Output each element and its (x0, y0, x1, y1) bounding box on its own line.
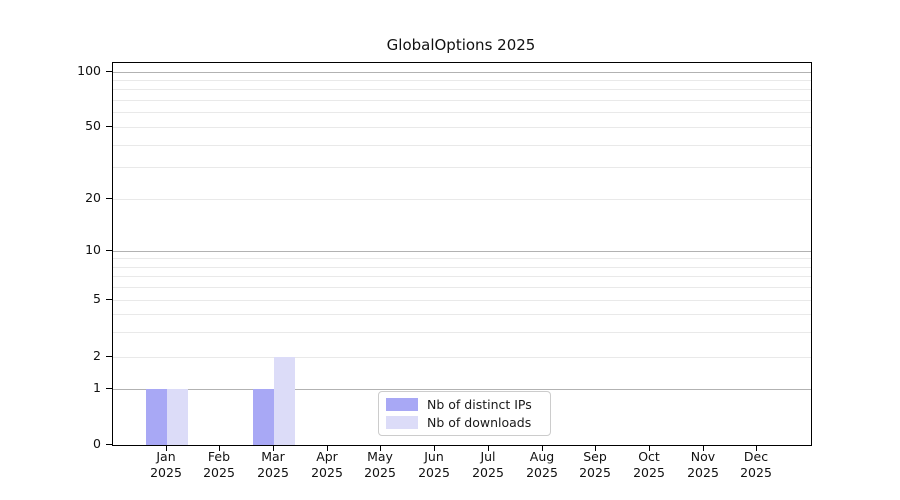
gridline-minor-7 (113, 276, 811, 277)
bar-distinct-ips-jan (146, 389, 167, 445)
gridline-minor-90 (113, 80, 811, 81)
x-tick-mark-dec (756, 445, 758, 451)
gridline-minor-9 (113, 258, 811, 259)
bar-downloads-jan (167, 389, 188, 445)
y-tick-mark-5 (106, 299, 112, 301)
legend-item-downloads: Nb of downloads (386, 415, 542, 430)
month-year: 2025 (150, 465, 182, 480)
x-tick-label-apr: Apr 2025 (297, 449, 357, 481)
x-tick-mark-feb (219, 445, 221, 451)
month-year: 2025 (203, 465, 235, 480)
month-name: Jul (480, 449, 496, 464)
x-tick-mark-jun (434, 445, 436, 451)
month-year: 2025 (311, 465, 343, 480)
month-name: May (367, 449, 393, 464)
legend-item-distinct-ips: Nb of distinct IPs (386, 397, 542, 412)
gridline-minor-8 (113, 267, 811, 268)
y-tick-mark-0 (106, 444, 112, 446)
legend-label-distinct-ips: Nb of distinct IPs (427, 397, 532, 412)
month-year: 2025 (526, 465, 558, 480)
gridline-minor-60 (113, 112, 811, 113)
month-year: 2025 (257, 465, 289, 480)
month-name: Mar (261, 449, 285, 464)
bar-distinct-ips-mar (253, 389, 274, 445)
month-name: Jun (424, 449, 444, 464)
gridline-minor-3 (113, 332, 811, 333)
month-year: 2025 (687, 465, 719, 480)
x-tick-label-jun: Jun 2025 (404, 449, 464, 481)
bar-downloads-mar (274, 357, 295, 445)
gridline-minor-40 (113, 145, 811, 146)
x-tick-label-sep: Sep 2025 (565, 449, 625, 481)
plot-area (112, 62, 812, 446)
month-name: Jan (156, 449, 176, 464)
y-tick-label-5: 5 (93, 291, 101, 306)
x-tick-label-oct: Oct 2025 (619, 449, 679, 481)
month-name: Nov (690, 449, 716, 464)
y-tick-label-1: 1 (93, 380, 101, 395)
gridline-minor-6 (113, 287, 811, 288)
month-year: 2025 (740, 465, 772, 480)
month-name: Aug (529, 449, 555, 464)
x-tick-mark-oct (649, 445, 651, 451)
x-tick-mark-mar (273, 445, 275, 451)
x-tick-label-mar: Mar 2025 (243, 449, 303, 481)
y-tick-mark-20 (106, 198, 112, 200)
gridline-minor-5 (113, 300, 811, 301)
x-tick-mark-jul (488, 445, 490, 451)
x-tick-mark-apr (327, 445, 329, 451)
gridline-minor-80 (113, 89, 811, 90)
x-tick-mark-nov (703, 445, 705, 451)
x-tick-label-may: May 2025 (350, 449, 410, 481)
gridline-minor-2 (113, 357, 811, 358)
x-tick-mark-may (380, 445, 382, 451)
y-tick-mark-50 (106, 126, 112, 128)
legend-label-downloads: Nb of downloads (427, 415, 532, 430)
month-year: 2025 (633, 465, 665, 480)
x-tick-label-aug: Aug 2025 (512, 449, 572, 481)
x-tick-label-jul: Jul 2025 (458, 449, 518, 481)
legend-swatch-downloads (386, 416, 418, 429)
y-tick-label-100: 100 (77, 63, 101, 78)
month-name: Sep (583, 449, 607, 464)
gridline-minor-70 (113, 100, 811, 101)
y-tick-mark-10 (106, 250, 112, 252)
gridline-major-100 (113, 72, 811, 73)
gridline-minor-50 (113, 127, 811, 128)
month-name: Oct (638, 449, 660, 464)
month-name: Feb (207, 449, 231, 464)
y-tick-mark-2 (106, 356, 112, 358)
legend-swatch-distinct-ips (386, 398, 418, 411)
y-tick-label-50: 50 (85, 118, 101, 133)
month-year: 2025 (579, 465, 611, 480)
chart-title: GlobalOptions 2025 (386, 36, 536, 54)
month-name: Dec (743, 449, 769, 464)
y-tick-label-2: 2 (93, 348, 101, 363)
y-tick-mark-100 (106, 71, 112, 73)
x-tick-mark-aug (542, 445, 544, 451)
gridline-minor-20 (113, 199, 811, 200)
month-year: 2025 (364, 465, 396, 480)
x-tick-label-feb: Feb 2025 (189, 449, 249, 481)
y-tick-label-0: 0 (93, 436, 101, 451)
y-tick-mark-1 (106, 388, 112, 390)
legend: Nb of distinct IPs Nb of downloads (378, 391, 551, 436)
y-tick-label-20: 20 (85, 190, 101, 205)
gridline-minor-30 (113, 167, 811, 168)
x-tick-mark-sep (595, 445, 597, 451)
month-year: 2025 (418, 465, 450, 480)
x-tick-mark-jan (166, 445, 168, 451)
month-name: Apr (316, 449, 338, 464)
gridline-minor-4 (113, 314, 811, 315)
x-tick-label-dec: Dec 2025 (726, 449, 786, 481)
gridline-major-1 (113, 389, 811, 390)
gridline-major-10 (113, 251, 811, 252)
month-year: 2025 (472, 465, 504, 480)
x-tick-label-nov: Nov 2025 (673, 449, 733, 481)
x-tick-label-jan: Jan 2025 (136, 449, 196, 481)
y-tick-label-10: 10 (85, 242, 101, 257)
